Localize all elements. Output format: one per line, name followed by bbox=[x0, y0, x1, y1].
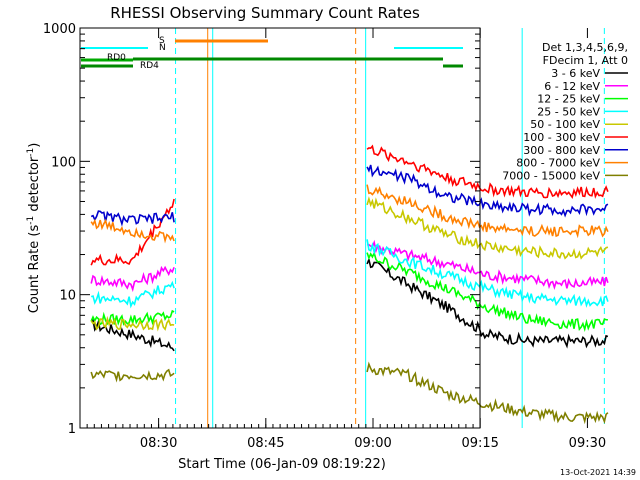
rd4-flag-label: RD4 bbox=[140, 61, 159, 71]
series-line-3-seg0 bbox=[90, 280, 175, 309]
time-band-markers bbox=[175, 28, 605, 428]
series-line-5-seg0 bbox=[90, 198, 175, 266]
x-tick-label: 08:45 bbox=[247, 436, 284, 451]
legend-header-1: Det 1,3,4,5,6,9, bbox=[542, 41, 628, 54]
x-tick-label: 09:30 bbox=[569, 436, 606, 451]
x-tick-label: 08:30 bbox=[140, 436, 177, 451]
legend-header-2: FDecim 1, Att 0 bbox=[543, 54, 628, 67]
legend: Det 1,3,4,5,6,9, FDecim 1, Att 0 3 - 6 k… bbox=[502, 41, 628, 182]
series-line-2-seg1 bbox=[366, 250, 608, 332]
series-line-4-seg0 bbox=[90, 315, 175, 332]
legend-label: 100 - 300 keV bbox=[523, 131, 600, 144]
series-line-1-seg0 bbox=[90, 265, 175, 293]
y-tick-label: 1000 bbox=[43, 22, 76, 37]
rd0-flag-label: RD0 bbox=[107, 53, 126, 63]
series-line-8-seg0 bbox=[90, 368, 175, 383]
series-line-4-seg1 bbox=[366, 196, 609, 260]
series-line-8-seg1 bbox=[366, 361, 609, 425]
series-lines bbox=[90, 144, 609, 425]
series-line-1-seg1 bbox=[367, 239, 609, 291]
legend-label: 50 - 100 keV bbox=[530, 118, 600, 131]
x-tick-label: 09:15 bbox=[461, 436, 498, 451]
legend-label: 3 - 6 keV bbox=[551, 67, 600, 80]
y-tick-label: 1 bbox=[68, 422, 76, 437]
legend-label: 800 - 7000 keV bbox=[516, 157, 600, 170]
legend-label: 6 - 12 keV bbox=[544, 80, 600, 93]
chart-title: RHESSI Observing Summary Count Rates bbox=[110, 4, 420, 22]
y-axis-ticks: 1 10 100 1000 bbox=[43, 22, 480, 437]
x-axis-label: Start Time (06-Jan-09 08:19:22) bbox=[178, 457, 386, 472]
series-line-6-seg1 bbox=[366, 164, 609, 218]
series-line-6-seg0 bbox=[90, 210, 175, 227]
series-line-5-seg1 bbox=[366, 144, 609, 200]
y-tick-label: 10 bbox=[59, 289, 76, 304]
y-tick-label: 100 bbox=[51, 155, 76, 170]
footer-timestamp: 13-Oct-2021 14:39 bbox=[560, 468, 636, 477]
x-tick-label: 09:00 bbox=[354, 436, 391, 451]
legend-label: 12 - 25 keV bbox=[537, 93, 600, 106]
legend-label: 25 - 50 keV bbox=[537, 105, 600, 118]
series-line-7-seg0 bbox=[90, 218, 175, 244]
series-line-3-seg1 bbox=[366, 239, 609, 308]
legend-label: 7000 - 15000 keV bbox=[502, 169, 600, 182]
legend-label: 300 - 800 keV bbox=[523, 144, 600, 157]
series-line-7-seg1 bbox=[366, 184, 609, 239]
y-axis-label: Count Rate (s-1 detector-1) bbox=[26, 143, 42, 314]
series-line-0-seg1 bbox=[366, 256, 609, 349]
night-flag-label: N bbox=[159, 43, 166, 53]
saa-flag-label: S bbox=[159, 36, 165, 46]
flag-bars: RD0 RD4 SN bbox=[81, 36, 463, 71]
